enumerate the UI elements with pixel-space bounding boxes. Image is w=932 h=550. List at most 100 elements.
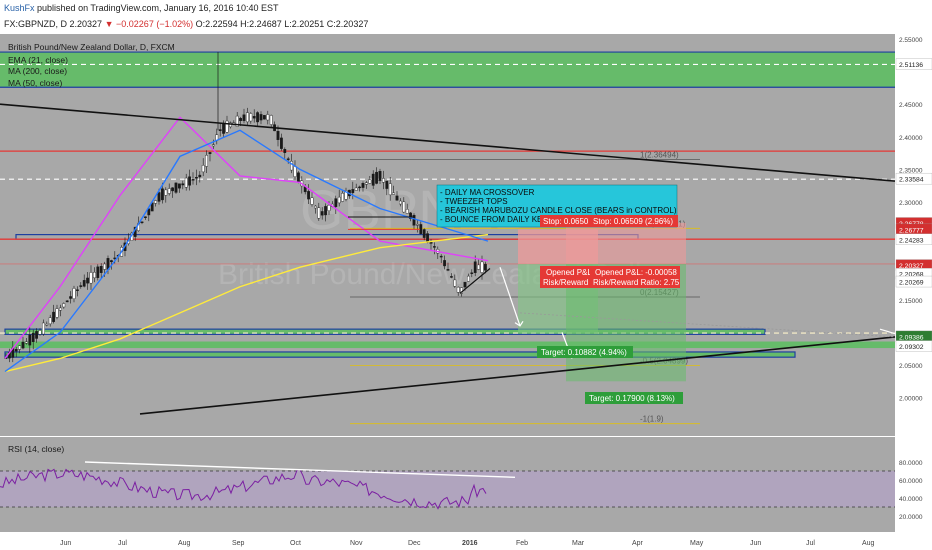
candle-body [140, 221, 144, 224]
candle-body [69, 296, 73, 299]
price-badge-4: 2.24283 [899, 237, 924, 244]
legend-ma200[interactable]: MA (200, close) [8, 66, 67, 76]
price-tick-3: 2.35000 [899, 167, 923, 174]
candle-body [269, 115, 273, 125]
candle-body [201, 165, 205, 173]
publisher-name[interactable]: KushFx [4, 3, 35, 13]
fib-label-4: -1(1.9) [640, 415, 664, 424]
candle-body [354, 187, 358, 191]
publisher-line: KushFx published on TradingView.com, Jan… [4, 3, 279, 13]
green-zone-low [0, 341, 895, 349]
rsi-tick-3: 20.0000 [899, 514, 923, 521]
note-4: - BOUNCE FROM DAILY KEY ZONE [440, 215, 572, 224]
price-axis[interactable]: 2.550002.450002.400002.350002.300002.250… [895, 34, 932, 436]
candle-body [276, 131, 280, 140]
legend-ma50[interactable]: MA (50, close) [8, 78, 62, 88]
candle-body [446, 269, 450, 271]
candle-body [249, 113, 253, 122]
candle-body [235, 115, 239, 127]
price-badge-3: 2.26777 [899, 227, 924, 234]
candle-body [307, 191, 310, 200]
candle-body [484, 263, 487, 271]
candle-body [143, 216, 147, 218]
candle-body [225, 120, 229, 133]
time-label-1: Jul [118, 540, 127, 547]
stop-label-1: Stop: 0.0650 [543, 217, 589, 226]
price-tick-10: 2.00000 [899, 396, 923, 403]
candle-body [42, 322, 45, 335]
candle-body [426, 233, 429, 243]
time-label-12: Jun [750, 540, 761, 547]
candle-body [409, 212, 412, 219]
candle-body [443, 260, 446, 267]
candle-body [52, 311, 56, 322]
green-zone-top [0, 52, 895, 88]
candle-body [109, 260, 113, 263]
candle-body [266, 114, 270, 121]
uptrend-line [139, 336, 896, 415]
time-label-6: Dec [408, 540, 421, 547]
candle-body [59, 307, 62, 311]
rsi-band [0, 471, 895, 507]
candle-body [368, 179, 372, 184]
candle-body [160, 188, 164, 201]
price-tick-9: 2.05000 [899, 363, 923, 370]
price-tick-4: 2.30000 [899, 200, 923, 207]
candle-body [177, 183, 181, 189]
opened-pnl-1: Opened P&L [546, 268, 592, 277]
target-label-1: Target: 0.10882 (4.94%) [541, 348, 627, 357]
candle-body [334, 198, 338, 207]
open-value: O:2.22594 [195, 19, 238, 29]
candle-body [103, 263, 107, 270]
close-value: C:2.20327 [326, 19, 369, 29]
candle-body [92, 272, 96, 279]
candle-body [293, 166, 297, 177]
price-tick-1: 2.45000 [899, 102, 923, 109]
ohlc-line: FX:GBPNZD, D 2.20327 ▼ −0.02267 (−1.02%)… [4, 19, 368, 29]
price-badge-9: 2.09302 [899, 344, 924, 351]
candle-body [382, 178, 385, 183]
candle-body [164, 189, 168, 196]
candle-body [194, 177, 198, 179]
candle-body [314, 205, 317, 209]
rsi-label[interactable]: RSI (14, close) [8, 444, 64, 454]
candle-body [371, 173, 375, 186]
time-label-10: Apr [632, 540, 644, 547]
symbol-label[interactable]: FX:GBPNZD, D [4, 19, 68, 29]
candle-body [48, 317, 52, 325]
price-badge-bg-4 [895, 233, 932, 245]
rsi-indicator: 80.0000 60.0000 40.0000 20.0000 [0, 437, 932, 532]
candle-body [174, 182, 178, 193]
legend-ema[interactable]: EMA (21, close) [8, 55, 68, 65]
candle-body [242, 114, 246, 122]
candle-body [351, 189, 355, 194]
candle-body [480, 261, 484, 273]
candle-body [473, 261, 477, 273]
candle-body [256, 112, 259, 123]
candle-body [416, 224, 419, 226]
candle-body [433, 246, 436, 248]
time-label-0: Jun [60, 540, 71, 547]
candle-body [337, 196, 341, 204]
candle-body [399, 200, 402, 205]
key-zones [0, 51, 895, 358]
rsi-tick-0: 80.0000 [899, 460, 923, 467]
price-badge-7: 2.20269 [899, 280, 924, 287]
arrow-1 [499, 267, 521, 327]
candle-body [35, 331, 39, 339]
candle-body [147, 208, 151, 216]
candle-body [324, 206, 327, 216]
candle-body [259, 114, 263, 121]
price-badge-0: 2.51136 [899, 62, 923, 69]
candle-body [205, 155, 208, 167]
chart-header: KushFx published on TradingView.com, Jan… [0, 0, 932, 34]
price-tick-0: 2.55000 [899, 37, 923, 44]
candle-body [28, 334, 32, 346]
candle-body [286, 158, 290, 160]
time-axis[interactable]: Jun Jul Aug Sep Oct Nov Dec 2016 Feb Mar Apr May Jun… [0, 533, 932, 550]
candle-body [310, 197, 314, 205]
price-badge-6: 2.20268 [899, 272, 924, 279]
price-badge-bg-0 [895, 58, 932, 70]
price-chart[interactable]: GBPNZD British Pound/New Zealand Dollar … [0, 34, 932, 550]
candle-body [252, 116, 256, 119]
